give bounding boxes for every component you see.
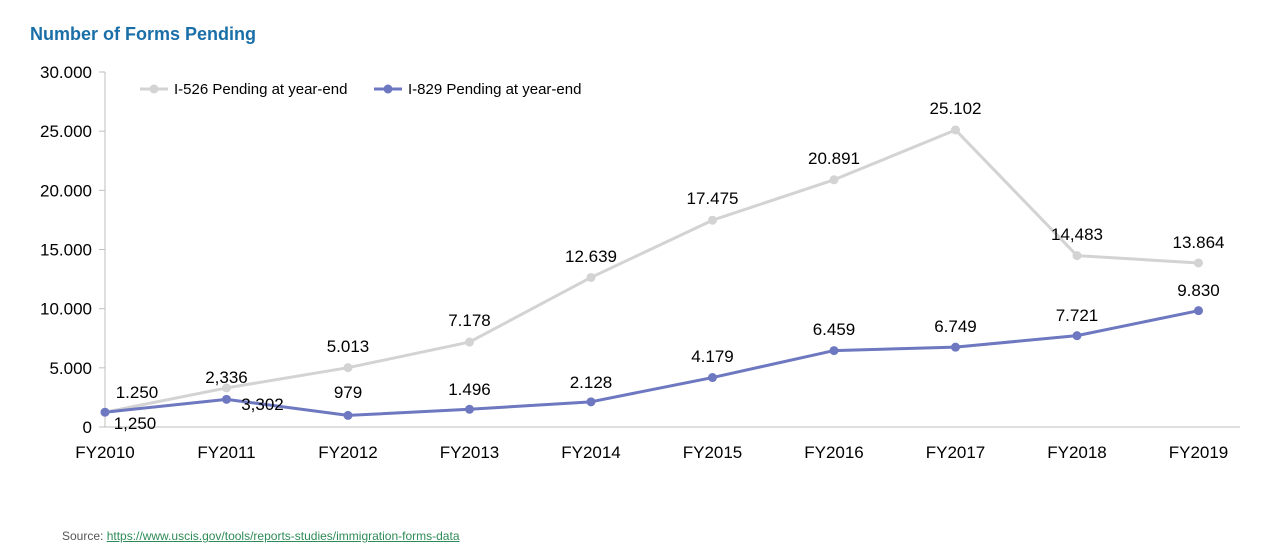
chart-title: Number of Forms Pending: [30, 24, 257, 44]
legend-label-1: I-526 Pending at year-end: [174, 81, 347, 98]
y-tick-label: 15.000: [40, 241, 92, 260]
data-label-i829: 9.830: [1177, 281, 1220, 300]
data-label-i526: 1,250: [114, 414, 157, 433]
x-tick-label: FY2015: [683, 443, 743, 462]
data-label-i829: 6.749: [934, 317, 977, 336]
data-label-i526: 17.475: [687, 189, 739, 208]
series-2-point: [951, 342, 960, 352]
series-1-point: [343, 363, 353, 373]
data-label-i526: 13.864: [1173, 233, 1225, 252]
data-label-i829: 7.721: [1056, 306, 1099, 325]
series-1-point: [222, 383, 231, 393]
data-label-i829: 4.179: [691, 347, 734, 366]
legend-marker-1: [149, 84, 159, 94]
series-2-point: [586, 397, 596, 407]
data-label-i526: 3,302: [241, 395, 284, 414]
x-tick-label: FY2019: [1169, 443, 1229, 462]
x-tick-label: FY2017: [926, 443, 986, 462]
series-2-point: [465, 404, 474, 414]
source-note: Source: https://www.uscis.gov/tools/repo…: [62, 529, 460, 543]
series-2-point: [708, 373, 717, 383]
data-label-i526: 25.102: [930, 99, 982, 118]
series-2-point: [343, 410, 353, 420]
data-label-i829: 6.459: [813, 320, 856, 339]
x-tick-label: FY2011: [197, 443, 255, 462]
series-1-point: [1072, 251, 1082, 261]
series-2-point: [222, 394, 231, 404]
x-tick-label: FY2014: [561, 443, 621, 462]
data-label-i829: 979: [334, 383, 362, 402]
x-tick-label: FY2012: [318, 443, 378, 462]
data-label-i526: 7.178: [448, 311, 491, 330]
data-label-i829: 1.496: [448, 380, 491, 399]
series-1-point: [951, 125, 960, 135]
legend-label-2: I-829 Pending at year-end: [408, 81, 581, 98]
series-1-point: [465, 337, 474, 347]
y-tick-label: 5.000: [49, 359, 92, 378]
series-1-point: [1194, 258, 1203, 268]
series-2-point: [100, 407, 110, 417]
x-tick-label: FY2018: [1047, 443, 1107, 462]
data-label-i829: 1.250: [116, 383, 159, 402]
series-1-point: [829, 175, 839, 185]
data-label-i829: 2.128: [570, 373, 613, 392]
series-1-point: [586, 272, 596, 282]
series-2-point: [829, 346, 839, 356]
data-label-i526: 14,483: [1051, 225, 1103, 244]
source-label: Source:: [62, 529, 104, 543]
series-1-point: [708, 215, 717, 225]
x-tick-label: FY2010: [75, 443, 135, 462]
y-tick-label: 30.000: [40, 63, 92, 82]
y-tick-label: 10.000: [40, 300, 92, 319]
series-2-point: [1194, 306, 1203, 316]
source-link[interactable]: https://www.uscis.gov/tools/reports-stud…: [106, 529, 460, 543]
series-line-1: [104, 128, 1199, 414]
legend-marker-2: [383, 84, 393, 94]
x-tick-label: FY2016: [804, 443, 864, 462]
data-label-i526: 12.639: [565, 247, 617, 266]
data-label-i829: 2,336: [205, 368, 248, 387]
series-2-point: [1072, 331, 1082, 341]
y-tick-label: 0: [83, 418, 92, 437]
series-line-2: [104, 309, 1199, 417]
y-tick-label: 25.000: [40, 122, 92, 141]
y-tick-label: 20.000: [40, 181, 92, 200]
data-label-i526: 5.013: [327, 337, 370, 356]
data-label-i526: 20.891: [808, 149, 860, 168]
x-tick-label: FY2013: [440, 443, 500, 462]
